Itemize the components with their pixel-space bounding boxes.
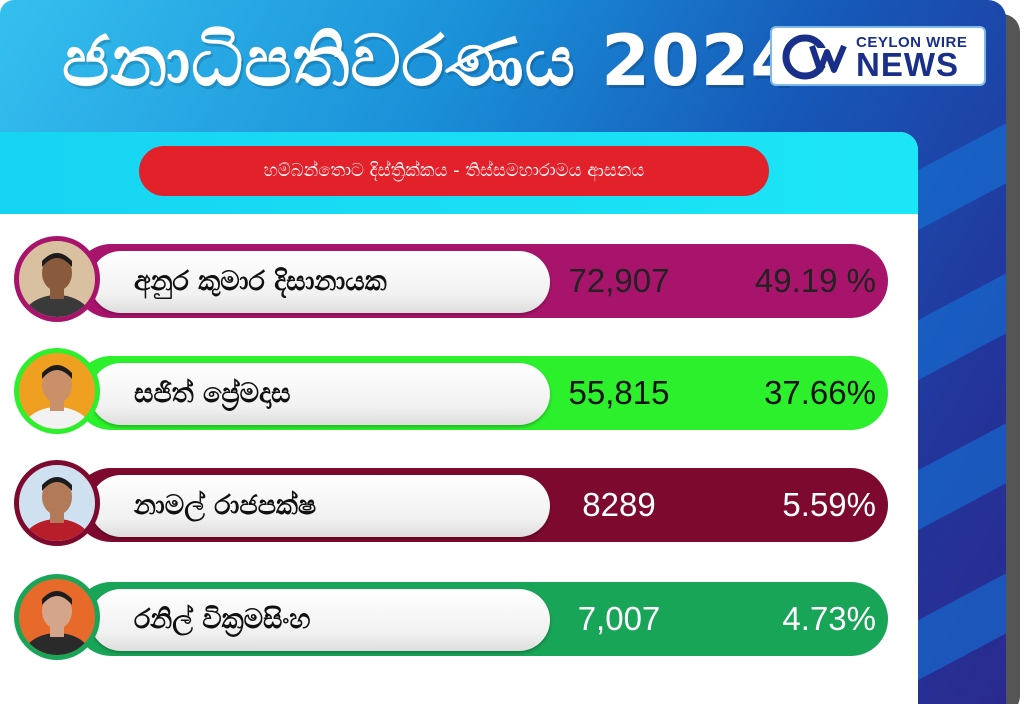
candidate-percent: 49.19 % [754, 262, 876, 299]
candidate-name: සජිත් ප්‍රේමදාස [134, 378, 291, 409]
location-pill: හම්බන්තොට දිස්ත්‍රික්කය - තිස්සමහාරාමය ආ… [139, 146, 769, 196]
candidate-row: නාමල් රාජපක්ෂ 8289 5.59% [14, 460, 890, 546]
name-plate [90, 251, 550, 313]
candidate-photo-icon [14, 460, 100, 546]
cw-logo-icon [782, 34, 847, 80]
candidate-name: නාමල් රාජපක්ෂ [134, 490, 317, 521]
name-plate [90, 363, 550, 425]
candidate-row: සජිත් ප්‍රේමදාස 55,815 37.66% [14, 348, 890, 434]
ceylon-wire-news-logo: CEYLON WIRE NEWS [770, 26, 986, 86]
candidate-photo-icon [14, 236, 100, 322]
candidate-row: අනුර කුමාර දිසානායක 72,907 49.19 % [14, 236, 890, 322]
candidate-votes: 55,815 [568, 374, 670, 411]
logo-text-top: CEYLON WIRE [856, 34, 968, 51]
candidate-name: රනිල් වික්‍රමසිංහ [134, 604, 311, 635]
candidate-photo-icon [14, 348, 100, 434]
page-title: ජනාධිපතිවරණය 2024 [62, 20, 801, 102]
candidate-votes: 72,907 [568, 262, 670, 299]
candidate-votes: 7,007 [577, 600, 661, 637]
name-plate [90, 475, 550, 537]
candidate-percent: 37.66% [764, 374, 876, 411]
candidate-votes: 8289 [582, 486, 656, 523]
candidate-name: අනුර කුමාර දිසානායක [134, 266, 387, 297]
candidate-row: රනිල් වික්‍රමසිංහ 7,007 4.73% [14, 574, 890, 660]
candidate-percent: 5.59% [782, 486, 876, 523]
logo-text-bottom: NEWS [856, 46, 959, 83]
location-band: හම්බන්තොට දිස්ත්‍රික්කය - තිස්සමහාරාමය ආ… [0, 132, 918, 214]
candidate-photo-icon [14, 574, 100, 660]
candidate-percent: 4.73% [782, 600, 876, 637]
name-plate [90, 589, 550, 651]
